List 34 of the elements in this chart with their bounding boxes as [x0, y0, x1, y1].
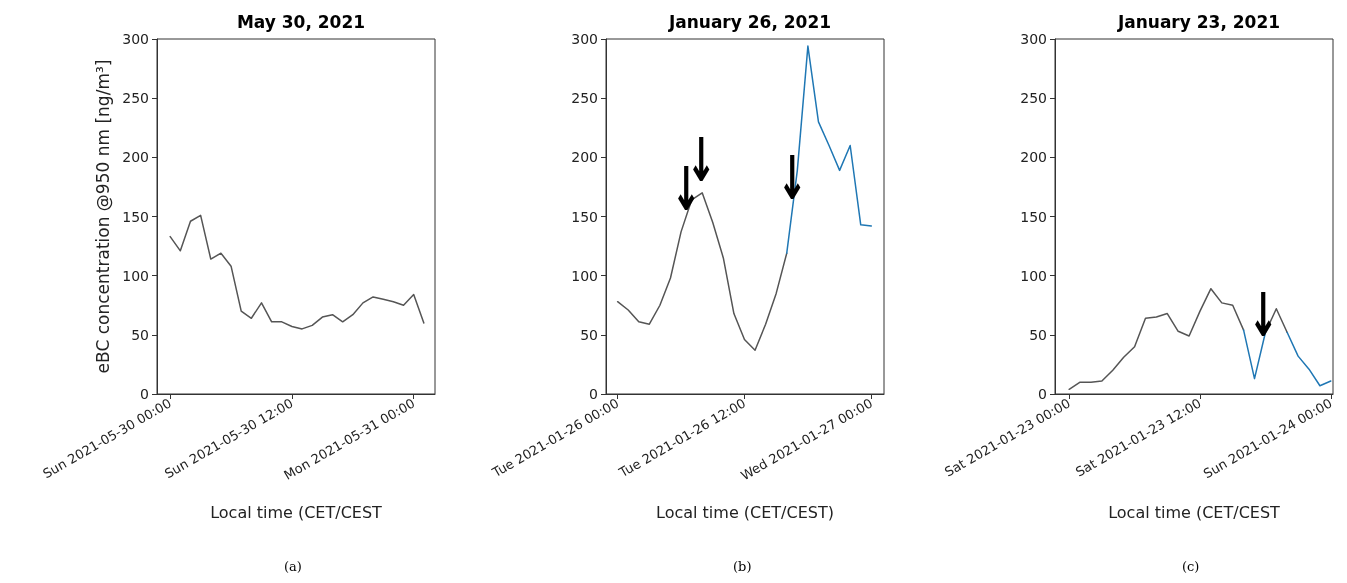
y-tick-label: 200 — [1020, 149, 1047, 166]
line-series — [169, 214, 425, 330]
y-tick-label: 300 — [1020, 31, 1047, 47]
y-tick-label: 200 — [122, 149, 149, 166]
y-tick-label: 300 — [571, 31, 598, 47]
y-tick-label: 250 — [122, 90, 149, 107]
y-tick-label: 50 — [131, 326, 149, 343]
y-tick-label: 100 — [1020, 267, 1047, 284]
x-axis-title: Local time (CET/CEST — [210, 502, 383, 522]
y-tick-label: 100 — [122, 267, 149, 284]
y-tick-label: 300 — [122, 31, 149, 47]
y-tick-label: 150 — [122, 208, 149, 225]
annotation: ↓ — [1247, 280, 1279, 351]
chart-title: January 23, 2021 — [1116, 11, 1281, 32]
y-tick-label: 150 — [571, 208, 598, 225]
y-tick-label: 0 — [140, 386, 149, 402]
chart-title: May 30, 2021 — [236, 11, 366, 32]
text: (b) — [733, 559, 752, 574]
y-tick-label: 100 — [571, 267, 598, 284]
chart-title: January 26, 2021 — [667, 11, 832, 32]
text: (a) — [284, 559, 302, 574]
y-axis-title: eBC concentration @950 nm [ng/m³] — [92, 59, 113, 374]
y-tick-label: 0 — [589, 386, 598, 402]
y-tick-label: 0 — [1038, 386, 1047, 402]
x-axis-title: Local time (CET/CEST — [1108, 502, 1281, 522]
y-tick-label: 200 — [571, 149, 598, 166]
text: (c) — [1182, 559, 1200, 574]
line-series — [786, 45, 873, 254]
x-axis-title: Local time (CET/CEST) — [656, 502, 834, 522]
y-tick-label: 50 — [580, 326, 598, 343]
y-tick-label: 250 — [571, 90, 598, 107]
y-tick-label: 150 — [1020, 208, 1047, 225]
y-tick-label: 250 — [1020, 90, 1047, 107]
y-tick-label: 50 — [1029, 326, 1047, 343]
